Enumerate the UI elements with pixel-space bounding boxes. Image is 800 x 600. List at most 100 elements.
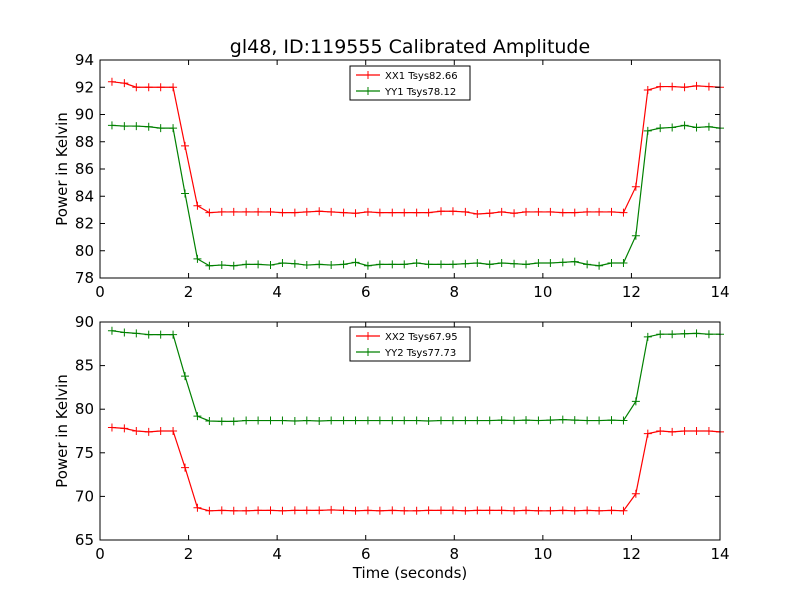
- data-point: [558, 208, 567, 217]
- data-point: [424, 260, 433, 269]
- data-point: [205, 208, 214, 217]
- y-tick-label: 70: [75, 487, 94, 505]
- data-point: [607, 207, 616, 216]
- data-point: [583, 506, 592, 515]
- data-point: [169, 330, 178, 339]
- data-point: [205, 506, 214, 515]
- data-point: [290, 416, 299, 425]
- data-point: [302, 416, 311, 425]
- data-point: [619, 506, 628, 515]
- data-point: [497, 506, 506, 515]
- data-point: [461, 416, 470, 425]
- data-point: [156, 83, 165, 92]
- data-point: [242, 506, 251, 515]
- data-point: [302, 207, 311, 216]
- x-tick-label: 2: [184, 545, 194, 563]
- legend-entry: YY2 Tsys77.73: [384, 348, 456, 359]
- data-point: [169, 124, 178, 133]
- data-point: [169, 83, 178, 92]
- chart-title: gl48, ID:119555 Calibrated Amplitude: [230, 36, 590, 58]
- data-point: [156, 124, 165, 133]
- data-point: [546, 207, 555, 216]
- data-point: [546, 506, 555, 515]
- legend-box: [349, 326, 471, 362]
- data-point: [144, 427, 153, 436]
- data-point: [278, 416, 287, 425]
- data-point: [302, 261, 311, 270]
- data-point: [595, 416, 604, 425]
- axes-frame-2: [99, 321, 721, 541]
- y-axis-label: Power in Kelvin: [53, 374, 71, 488]
- legend-1: XX1 Tsys82.66 YY1 Tsys78.12: [349, 65, 471, 101]
- data-point: [619, 259, 628, 268]
- x-tick-label: 2: [184, 283, 194, 301]
- data-point: [217, 417, 226, 426]
- x-tick-label: 14: [710, 545, 729, 563]
- data-point: [558, 506, 567, 515]
- data-point: [181, 141, 190, 150]
- data-point: [448, 506, 457, 515]
- data-point: [656, 82, 665, 91]
- data-point: [144, 83, 153, 92]
- data-point: [473, 416, 482, 425]
- y-tick-label: 80: [75, 400, 94, 418]
- data-point: [120, 79, 129, 88]
- data-point: [534, 506, 543, 515]
- x-tick-label: 0: [95, 283, 105, 301]
- data-point: [242, 260, 251, 269]
- data-point: [205, 261, 214, 270]
- data-point: [448, 207, 457, 216]
- data-point: [107, 77, 116, 86]
- data-point: [339, 416, 348, 425]
- data-point: [363, 207, 372, 216]
- data-point: [485, 416, 494, 425]
- data-point: [461, 259, 470, 268]
- data-point: [704, 427, 713, 435]
- x-tick-label: 6: [361, 283, 371, 301]
- data-point: [169, 427, 178, 435]
- data-point: [485, 209, 494, 218]
- data-point: [522, 416, 531, 425]
- data-point: [522, 207, 531, 216]
- legend-entry: XX1 Tsys82.66: [385, 71, 458, 82]
- data-point: [351, 506, 360, 515]
- data-point: [437, 506, 445, 515]
- data-point: [156, 427, 165, 435]
- data-point: [290, 259, 299, 268]
- y-tick-label: 90: [75, 313, 94, 331]
- data-point: [181, 372, 190, 381]
- data-point: [424, 208, 433, 217]
- data-point: [363, 416, 372, 425]
- data-point: [570, 416, 579, 425]
- y-tick-label: 86: [75, 160, 94, 178]
- data-point: [266, 261, 275, 270]
- data-point: [546, 259, 555, 268]
- data-point: [412, 208, 421, 217]
- data-point: [278, 506, 287, 515]
- data-point: [424, 506, 433, 515]
- y-tick-label: 84: [75, 187, 94, 205]
- data-point: [205, 416, 214, 425]
- data-point: [570, 208, 579, 217]
- x-tick-label: 10: [533, 283, 552, 301]
- data-point: [327, 207, 336, 216]
- data-point: [619, 416, 628, 425]
- data-point: [668, 427, 677, 436]
- data-point: [388, 506, 397, 515]
- data-point: [692, 81, 701, 90]
- y-tick-label: 94: [75, 51, 94, 69]
- data-point: [583, 207, 592, 216]
- data-point: [607, 506, 616, 515]
- data-point: [107, 423, 116, 432]
- y-tick-label: 65: [75, 531, 94, 549]
- data-point: [643, 85, 652, 94]
- data-point: [107, 326, 116, 335]
- data-point: [668, 123, 677, 132]
- data-point: [107, 121, 116, 130]
- data-point: [254, 506, 263, 515]
- legend-marker: [364, 87, 372, 95]
- data-point: [583, 260, 592, 269]
- data-point: [704, 82, 713, 91]
- data-point: [193, 412, 202, 421]
